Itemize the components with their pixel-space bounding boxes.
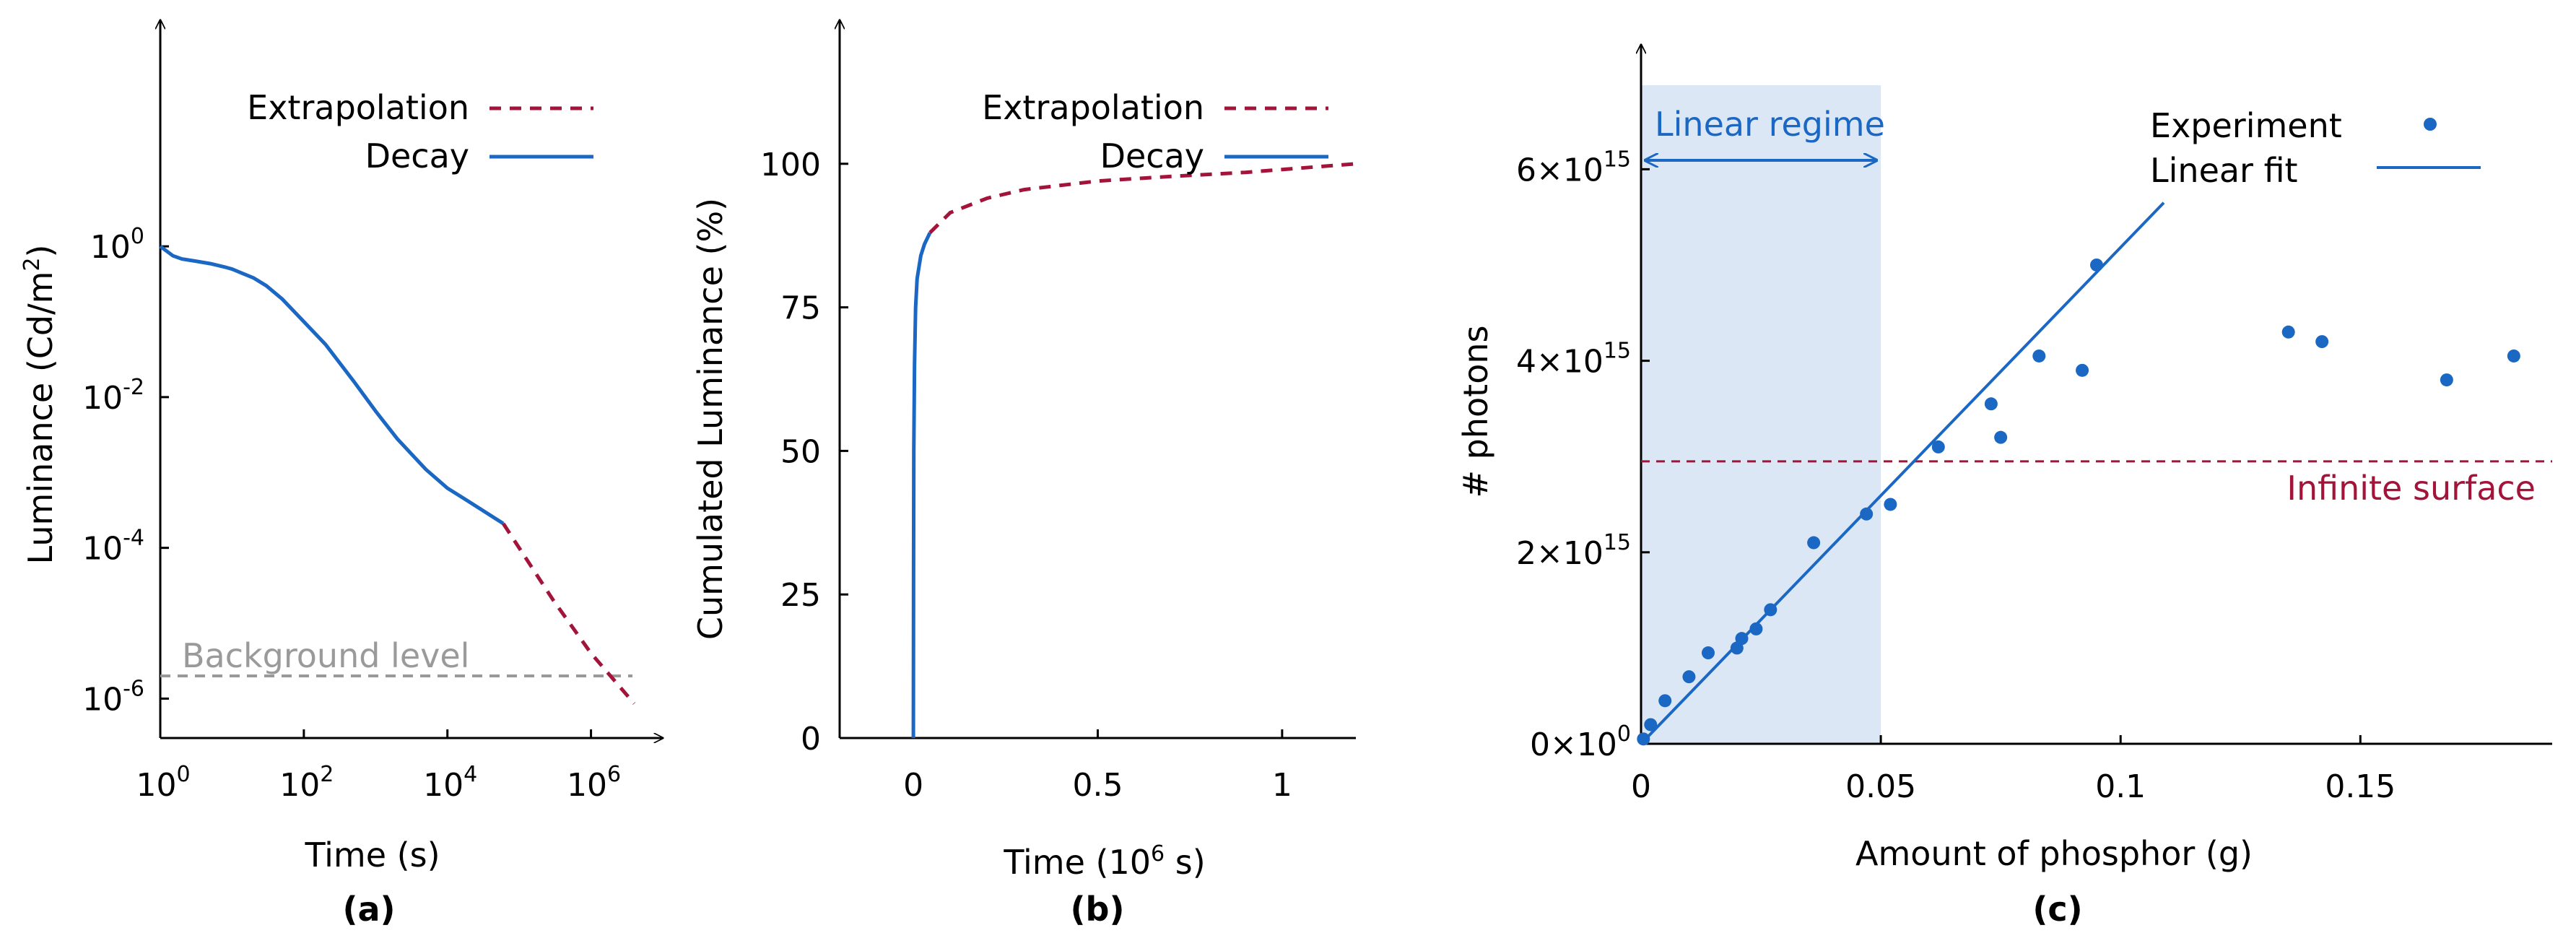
panel-c-xtick-label: 0.1 [2095, 768, 2146, 805]
panel-a-ylabel: Luminance (Cd/m2) [19, 245, 60, 565]
panel-b-legend: Extrapolation Decay [982, 88, 1328, 175]
panel-c-experiment-point [2032, 349, 2046, 363]
panel-c-experiment-point [1644, 718, 1658, 732]
panel-c-linear-fit-line [1640, 201, 2165, 745]
panel-c-experiment-point [1735, 632, 1749, 646]
panel-c-infinite-surface-label: Infinite surface [2286, 469, 2536, 508]
panel-c-ylabel: # photons [1456, 326, 1495, 498]
panel-c-legend-fit-label: Linear fit [2150, 151, 2298, 190]
panel-c-ytick-label: 0×100 [1530, 721, 1631, 763]
panel-a-ytick-label: 10-4 [82, 526, 144, 568]
panel-c-experiment-point [1994, 430, 2008, 444]
panel-c-experiment-point [1764, 603, 1777, 617]
panel-c-experiment-point [2507, 349, 2520, 363]
panel-c-experiment-point [1807, 536, 1821, 550]
panel-c-ytick-label: 6×1015 [1516, 147, 1631, 188]
panel-c-legend-experiment-marker [2424, 118, 2437, 131]
panel-c-ytick-label: 4×1015 [1516, 339, 1631, 381]
panel-a-xtick-label: 104 [423, 762, 477, 804]
panel-b-xtick-label: 0.5 [1073, 767, 1123, 804]
panel-c-ytick-label: 2×1015 [1516, 530, 1631, 572]
panel-b-ytick-label: 75 [780, 290, 821, 327]
panel-a-ytick-label: 10-2 [82, 375, 144, 417]
panel-b-legend-extrapolation-label: Extrapolation [982, 88, 1204, 127]
panel-a-xtick-label: 102 [279, 762, 334, 804]
panel-c-legend-experiment-label: Experiment [2150, 106, 2342, 145]
panel-a-decay-line [159, 245, 505, 526]
panel-a-extrapolation-line [502, 522, 636, 705]
panel-c-experiment-point [1658, 694, 1672, 708]
panel-b-xlabel: Time (106 s) [1003, 841, 1205, 882]
panel-a-caption: (a) [342, 890, 395, 929]
panel-a-legend: Extrapolation Decay [247, 88, 593, 175]
panel-a-xtick-label: 100 [136, 762, 190, 804]
panel-a: 100 10-2 10-4 10-6 100 102 104 106 Luminance (… [19, 20, 663, 929]
panel-c-linear-regime-region [1641, 85, 1881, 744]
panel-b: 0 25 50 75 100 0 0.5 1 Cumulated Luminance (%)… [691, 20, 1357, 929]
panel-c-experiment-point [1860, 507, 1874, 521]
panel-c-experiment-point [2281, 325, 2295, 339]
panel-b-xtick-label: 0 [903, 767, 923, 804]
panel-c-linear-regime-label: Linear regime [1655, 105, 1885, 144]
panel-c-legend: Experiment Linear fit [2150, 106, 2481, 190]
panel-a-legend-extrapolation-label: Extrapolation [247, 88, 469, 127]
panel-c-experiment-point [1931, 440, 1945, 454]
panel-b-legend-decay-label: Decay [1100, 136, 1204, 175]
panel-b-decay-line [911, 232, 932, 739]
panel-b-ylabel: Cumulated Luminance (%) [691, 198, 730, 640]
panel-c-xtick-label: 0 [1631, 768, 1651, 805]
panel-c-caption: (c) [2032, 890, 2082, 929]
panel-b-caption: (b) [1071, 890, 1125, 929]
panel-c-experiment-point [2076, 363, 2089, 377]
panel-c-experiment-point [1884, 498, 1897, 511]
panel-c-xlabel: Amount of phosphor (g) [1855, 834, 2253, 873]
panel-a-legend-decay-label: Decay [365, 136, 469, 175]
panel-b-ytick-label: 100 [760, 147, 821, 183]
panel-b-ytick-label: 50 [780, 433, 821, 470]
panel-c-experiment-point [1730, 641, 1744, 655]
panel-c-xtick-label: 0.05 [1845, 768, 1916, 805]
panel-b-ytick-label: 0 [801, 721, 821, 758]
panel-a-xlabel: Time (s) [304, 836, 440, 875]
panel-b-ytick-label: 25 [780, 577, 821, 614]
panel-a-ytick-label: 10-6 [82, 676, 144, 718]
panel-c-experiment-point [2440, 373, 2453, 387]
panel-b-extrapolation-line [928, 162, 1357, 234]
panel-c-xtick-label: 0.15 [2325, 768, 2396, 805]
panel-b-xtick-label: 1 [1272, 767, 1292, 804]
panel-c-experiment-point [1984, 397, 1998, 411]
panel-c-experiment-point [1682, 670, 1696, 684]
panel-c-experiment-point [2315, 335, 2329, 349]
panel-a-background-label: Background level [182, 636, 469, 675]
panel-a-xtick-label: 106 [567, 762, 621, 804]
panel-a-ytick-label: 100 [90, 224, 144, 266]
panel-c: Linear regime 0×100 2×1015 4×1015 6×1015 0 0… [1456, 45, 2552, 929]
panel-c-experiment-point [1701, 646, 1715, 660]
panel-c-experiment-point [1749, 622, 1763, 635]
panel-c-experiment-point [2090, 258, 2103, 272]
panel-c-experiment-point [1637, 732, 1650, 746]
